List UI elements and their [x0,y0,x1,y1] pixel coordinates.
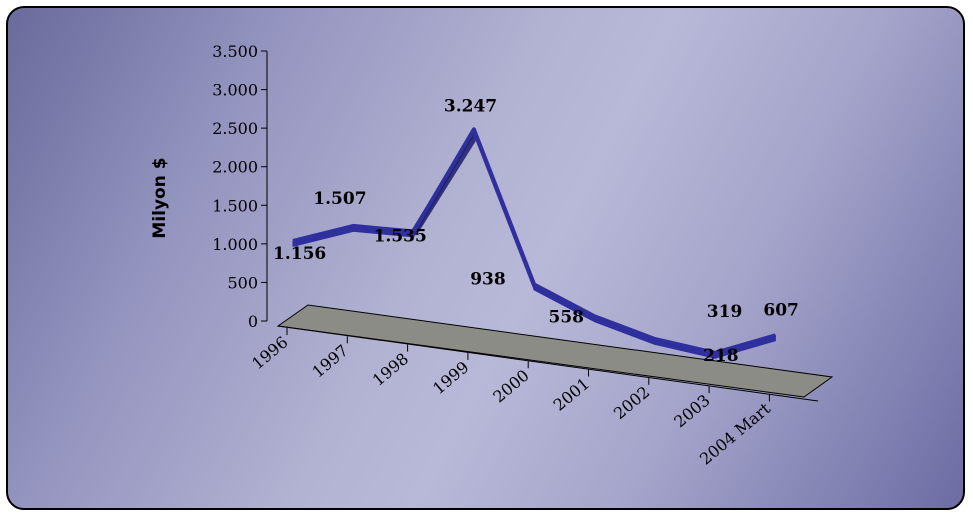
line-series-path [292,127,776,355]
x-tick-label: 1998 [369,349,412,390]
x-axis-line [277,325,819,402]
y-axis: 0 500 1.000 1.500 2.000 2.500 3.000 3.500 [212,42,268,331]
data-label: 1.507 [313,189,366,209]
y-axis-title: Milyon $ [150,157,170,238]
x-tick-label: 2000 [489,366,532,407]
data-label: 319 [707,302,743,322]
data-label: 1.535 [374,227,427,247]
y-tick-label: 1.500 [212,196,258,215]
y-tick-label: 0 [248,312,258,331]
x-tick-label: 2002 [610,382,653,423]
chart-frame: 0 500 1.000 1.500 2.000 2.500 3.000 3.500 1996 1… [6,6,965,510]
chart-floor [276,304,834,398]
x-tick-label: 2003 [670,391,713,432]
x-tick-label: 1996 [248,333,291,374]
data-label: 938 [470,270,506,290]
y-tick-label: 3.000 [212,81,258,100]
y-tick-label: 3.500 [212,42,258,61]
y-tick-label: 2.500 [212,119,258,138]
data-label: 607 [763,300,799,320]
data-labels: 1.156 1.507 1.535 3.247 938 558 319 218 607 [273,96,799,366]
data-label: 558 [549,307,585,327]
data-label: 1.156 [273,244,326,264]
x-tick-label: 1997 [308,341,351,382]
data-label: 218 [703,346,739,366]
x-tick-label: 2001 [550,374,593,415]
y-tick-label: 500 [227,273,258,292]
line-series [292,127,776,359]
y-tick-label: 1.000 [212,235,258,254]
floor-plane [276,304,834,398]
x-tick-label: 1999 [429,357,472,398]
data-label: 3.247 [444,96,497,116]
y-tick-label: 2.000 [212,158,258,177]
